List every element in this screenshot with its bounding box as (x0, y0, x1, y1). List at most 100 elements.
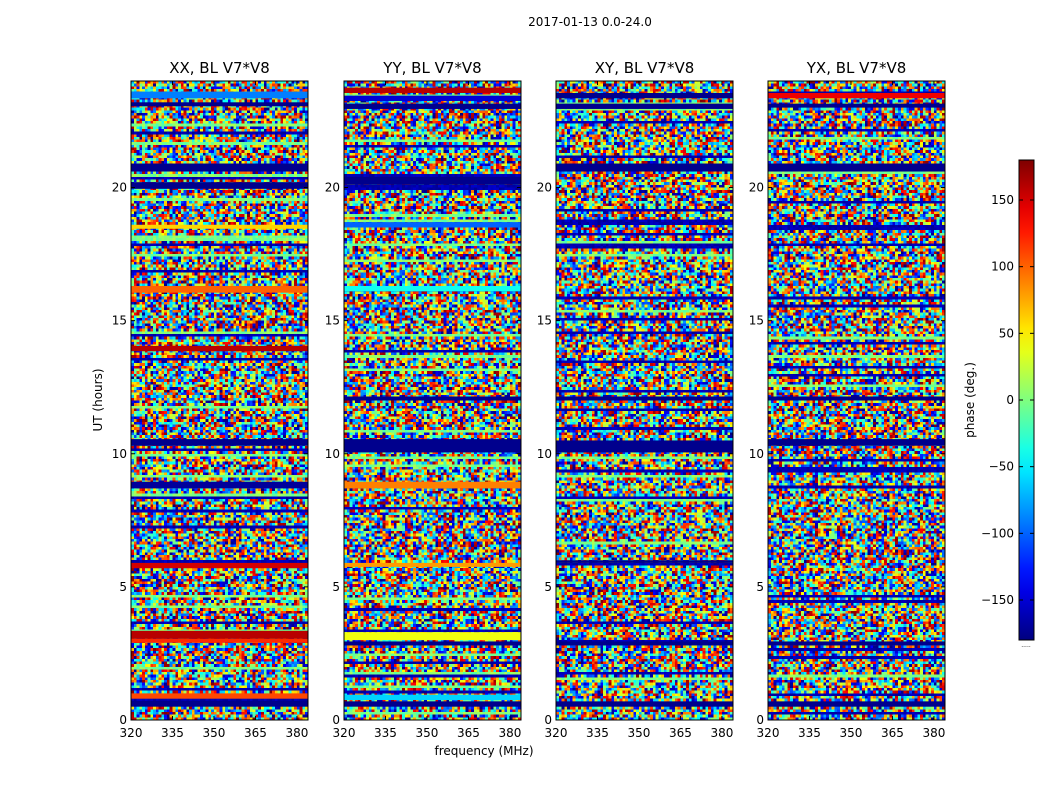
phase-band-2-4 (344, 632, 521, 641)
colorbar-label: phase (deg.) (963, 362, 977, 438)
y-tick-label: 15 (749, 314, 764, 328)
panel-frame (767, 80, 946, 721)
x-tick-label: 335 (586, 726, 609, 740)
phase-band-2-10 (344, 222, 521, 228)
panel-title: XX, BL V7*V8 (169, 59, 270, 77)
y-tick-label: 10 (537, 447, 552, 461)
phase-band-2-7 (344, 439, 521, 453)
x-tick-label: 320 (545, 726, 568, 740)
x-tick-label: 320 (333, 726, 356, 740)
panel-title: XY, BL V7*V8 (595, 59, 695, 77)
y-tick-label: 5 (119, 580, 127, 594)
phase-band-1-1 (131, 700, 308, 707)
phase-band-1-3 (131, 638, 308, 643)
y-axis-label: UT (hours) (91, 368, 105, 431)
phase-band-1-13 (131, 102, 308, 107)
figure-title: 2017-01-13 0.0-24.0 (528, 15, 652, 29)
phase-band-2-9 (344, 286, 521, 292)
y-tick-label: 0 (544, 713, 552, 727)
y-tick-label: 15 (112, 314, 127, 328)
phase-band-4-6 (768, 103, 945, 108)
x-tick-label: 350 (203, 726, 226, 740)
y-tick-label: 20 (749, 181, 764, 195)
colorbar: 150 100 50 0 −50 −100 −150 (981, 159, 1035, 641)
phase-band-4-1 (768, 701, 945, 707)
x-tick-label: 335 (798, 726, 821, 740)
x-tick-label: 335 (374, 726, 397, 740)
phase-band-2-3 (344, 641, 521, 646)
phase-band-3-5 (556, 396, 733, 401)
phase-band-1-14 (131, 91, 308, 99)
colorbar-tick-label: −150 (981, 593, 1014, 607)
x-tick-label: 380 (922, 726, 945, 740)
phase-band-2-11 (344, 176, 521, 185)
panel-1: XX, BL V7*V8 320 335 350 365 380 0 5 10 15 20 (112, 59, 309, 740)
x-axis-label: frequency (MHz) (434, 744, 533, 758)
y-tick-label: 10 (749, 447, 764, 461)
y-tick-label: 10 (325, 447, 340, 461)
phase-band-2-12 (344, 103, 521, 109)
colorbar-tick-label: −100 (981, 526, 1014, 540)
phase-band-4-3 (768, 439, 945, 446)
panel-frame (343, 80, 522, 721)
phase-band-2-5 (344, 562, 521, 567)
y-tick-label: 20 (112, 181, 127, 195)
y-tick-label: 0 (332, 713, 340, 727)
y-tick-label: 5 (756, 580, 764, 594)
x-tick-label: 380 (285, 726, 308, 740)
y-tick-label: 20 (537, 181, 552, 195)
x-tick-label: 350 (628, 726, 651, 740)
x-tick-label: 320 (757, 726, 780, 740)
panel-frame (555, 80, 734, 721)
colorbar-tick-label: 0 (1006, 393, 1014, 407)
phase-band-1-10 (131, 224, 308, 229)
y-tick-label: 15 (537, 314, 552, 328)
panel-title: YX, BL V7*V8 (806, 59, 907, 77)
phase-band-3-4 (556, 440, 733, 453)
x-tick-label: 365 (244, 726, 267, 740)
phase-band-3-3 (556, 560, 733, 563)
colorbar-tick-label: 150 (991, 193, 1014, 207)
x-tick-label: 380 (498, 726, 521, 740)
phase-band-3-8 (556, 92, 733, 99)
phase-band-1-5 (131, 562, 308, 569)
phase-band-1-6 (131, 481, 308, 489)
phase-band-1-12 (131, 163, 308, 172)
phase-band-1-11 (131, 182, 308, 189)
x-tick-label: 365 (457, 726, 480, 740)
panel-2: YY, BL V7*V8 320 335 350 365 380 0 5 10 15 20 (325, 59, 522, 740)
phase-band-1-4 (131, 630, 308, 639)
phase-band-2-2 (344, 694, 521, 701)
y-tick-label: 0 (119, 713, 127, 727)
panel-title: YY, BL V7*V8 (382, 59, 481, 77)
phase-band-1-2 (131, 693, 308, 699)
colorbar-footnote: ..... (1021, 642, 1031, 649)
phase-band-4-4 (768, 396, 945, 401)
phase-heatmap-1 (131, 81, 308, 720)
colorbar-gradient (1019, 160, 1034, 640)
phase-band-2-14 (344, 87, 521, 93)
phase-heatmap-4 (768, 81, 945, 720)
panel-3: XY, BL V7*V8 320 335 350 365 380 0 5 10 15 20 (537, 59, 734, 740)
panel-frame (130, 80, 309, 721)
phase-band-1-8 (131, 345, 308, 352)
colorbar-tick-label: 50 (999, 326, 1014, 340)
phase-band-2-13 (344, 95, 521, 101)
phase-band-3-7 (556, 103, 733, 109)
phase-band-3-1 (556, 701, 733, 707)
phase-band-1-9 (131, 286, 308, 293)
phase-heatmap-3 (556, 81, 733, 720)
y-tick-label: 20 (325, 181, 340, 195)
y-tick-label: 5 (544, 580, 552, 594)
y-tick-label: 10 (112, 447, 127, 461)
x-tick-label: 320 (120, 726, 143, 740)
panel-4: YX, BL V7*V8 320 335 350 365 380 0 5 10 15 20 (749, 59, 946, 740)
x-tick-label: 335 (161, 726, 184, 740)
x-tick-label: 365 (669, 726, 692, 740)
phase-band-2-8 (344, 396, 521, 401)
y-tick-label: 15 (325, 314, 340, 328)
phase-band-2-1 (344, 701, 521, 707)
colorbar-tick-label: −50 (989, 460, 1014, 474)
phase-band-4-5 (768, 163, 945, 172)
y-tick-label: 5 (332, 580, 340, 594)
